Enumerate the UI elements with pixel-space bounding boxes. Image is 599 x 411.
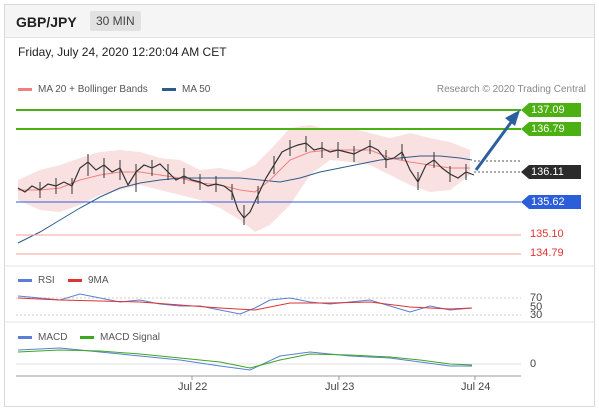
pivot-label: 135.62 [521,195,581,209]
current-price-label: 136.11 [521,165,581,179]
legend-rsi-label: RSI [38,275,55,286]
target1-label: 136.79 [521,122,581,136]
ma50-line [17,155,473,244]
legend-ma50: MA 50 [162,84,210,95]
legend-ma50-label: MA 50 [182,84,211,95]
macd-signal-line [17,349,473,369]
ma-bb-swatch [18,88,32,91]
candles [39,136,467,225]
ma50-swatch [162,88,176,91]
timeframe-button[interactable]: 30 MIN [90,11,141,31]
symbol-title: GBP/JPY [16,14,77,30]
legend-macd-signal-label: MACD Signal [100,332,161,343]
x-label-jul24: Jul 24 [461,381,491,393]
legend-ma-bb: MA 20 + Bollinger Bands [18,84,148,95]
chart-frame [4,4,595,407]
macd-tick-0: 0 [530,358,537,370]
chart-header: GBP/JPY 30 MIN [5,5,594,38]
macd-signal-swatch [80,336,94,339]
rsi-tick-70: 70 [530,292,543,304]
rsi-line [17,293,473,315]
support1-label: 135.10 [530,228,564,240]
support2-label: 134.79 [530,247,564,259]
legend-ma-bb-label: MA 20 + Bollinger Bands [38,84,148,95]
rsi-tick-50: 50 [530,301,543,313]
legend-rsi-ma: 9MA [68,275,109,286]
x-label-jul22: Jul 22 [178,381,208,393]
legend-macd: MACD [18,332,67,343]
forecast-arrow-shaft [474,120,514,171]
timestamp: Friday, July 24, 2020 12:20:04 AM CET [18,45,227,59]
rsi-ma-line [17,297,473,311]
legend-macd-label: MACD [38,332,68,343]
rsi-ma-swatch [68,279,82,282]
forecast-arrowhead [505,110,520,126]
legend-rsi: RSI [18,275,55,286]
rsi-swatch [18,279,32,282]
macd-swatch [18,336,32,339]
legend-rsi-ma-label: 9MA [88,275,109,286]
credit-text: Research © 2020 Trading Central [436,84,586,95]
legend-macd-signal: MACD Signal [80,332,160,343]
macd-line [17,347,472,371]
target2-label: 137.09 [521,103,581,117]
rsi-tick-30: 30 [530,309,543,321]
x-label-jul23: Jul 23 [325,381,355,393]
